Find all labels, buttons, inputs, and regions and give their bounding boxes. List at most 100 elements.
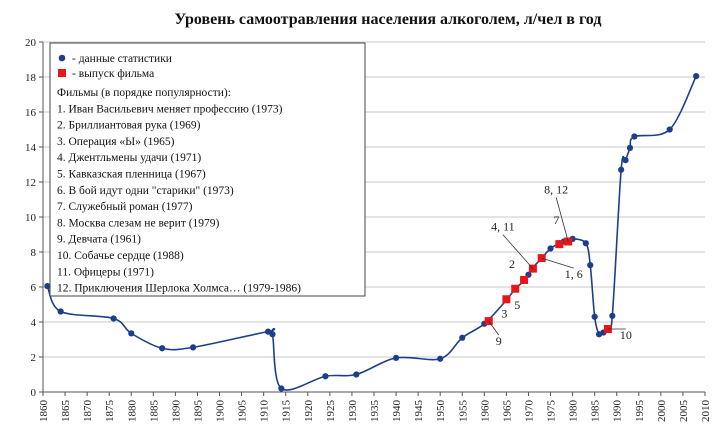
chart-title: Уровень самоотравления населения алкогол… (175, 11, 602, 28)
legend-film-list-item: 2. Бриллиантовая рука (1969) (57, 120, 201, 132)
x-tick-label: 1930 (347, 400, 359, 423)
legend-film-list-item: 6. В бой идут одни "старики" (1973) (57, 185, 234, 197)
x-tick-label: 2005 (678, 400, 690, 423)
x-tick-label: 1875 (104, 400, 116, 423)
x-tick-label: 1950 (435, 400, 447, 423)
stat-point (128, 330, 135, 337)
x-tick-label: 1910 (259, 400, 271, 423)
stat-point (437, 355, 444, 362)
annotation-label: 8, 12 (544, 183, 568, 197)
stat-point (159, 345, 166, 352)
x-tick-label: 1965 (501, 400, 513, 423)
legend-film-list-item: 7. Служебный роман (1977) (57, 201, 193, 213)
legend-film-list-item: Фильмы (в порядке популярности): (57, 87, 231, 99)
y-tick-label: 8 (31, 247, 37, 259)
legend-stat-label: - данные статистики (72, 53, 172, 65)
stat-point (547, 245, 554, 252)
annotation-leader (488, 320, 500, 336)
stat-point (110, 315, 117, 322)
y-tick-label: 2 (31, 352, 37, 364)
stat-point (587, 262, 594, 269)
y-tick-label: 0 (31, 387, 37, 399)
x-tick-label: 1995 (634, 400, 646, 423)
legend-box (49, 42, 366, 297)
axis-layer: 0 2 4 6 8 10 12 14 16 18 20 1860 1865 1870 1875 1880 188… (25, 37, 712, 422)
y-tick-label: 12 (25, 177, 36, 189)
annotation-leader (541, 257, 574, 269)
annotation-label: 5 (514, 298, 520, 312)
y-tick-label: 20 (25, 37, 37, 49)
stat-point (278, 385, 285, 392)
y-tick-label: 16 (25, 107, 37, 119)
x-tick-label: 1940 (391, 400, 403, 423)
y-tick-label: 10 (25, 212, 37, 224)
x-tick-label: 1925 (325, 400, 337, 423)
annotation-layer: 9 35 2 4, 11 1, 6 7 8, 12 10 (488, 183, 632, 348)
legend: - данные статистики - выпуск фильма Фильмы… (49, 42, 366, 297)
x-tick-label: 1960 (479, 400, 491, 423)
x-tick-label: 1865 (60, 400, 72, 423)
x-tick-label: 1980 (568, 400, 580, 423)
x-tick-label: 1905 (237, 400, 249, 423)
y-tick-label: 14 (25, 142, 37, 154)
x-tick-label: 2000 (656, 400, 668, 423)
stat-point (44, 283, 51, 290)
legend-film-list-item: 9. Девчата (1961) (57, 234, 141, 246)
film-release-marker (520, 276, 529, 284)
film-release-marker (502, 295, 511, 304)
x-tick-label: 1990 (612, 400, 624, 423)
legend-film-list-item: 5. Кавказская пленница (1967) (57, 169, 206, 181)
stat-point (591, 313, 598, 320)
x-tick-label: 1920 (303, 400, 315, 423)
annotation-label: 3 (501, 306, 507, 320)
annotation-leader (555, 197, 569, 242)
x-tick-label: 1895 (192, 400, 204, 423)
film-release-marker (511, 284, 520, 293)
stat-point (322, 373, 329, 380)
annotation-label: 10 (620, 328, 632, 342)
legend-film-list-item: 3. Операция «Ы» (1965) (57, 136, 175, 148)
x-tick-label: 1945 (413, 400, 425, 423)
film-release-marker (555, 240, 564, 249)
y-tick-label: 18 (25, 72, 37, 84)
stat-point (269, 331, 276, 338)
stat-point (666, 126, 673, 133)
legend-film-list-item: 12. Приключения Шерлока Холмса… (1979-19… (57, 283, 301, 295)
x-tick-label: 1955 (457, 400, 469, 423)
y-tick-label: 4 (31, 317, 37, 329)
stat-point (582, 240, 589, 247)
stat-point (392, 354, 400, 361)
legend-film-list-item: 11. Офицеры (1971) (57, 266, 154, 278)
x-tick-label: 1880 (126, 400, 138, 423)
annotation-label: 1, 6 (565, 267, 583, 281)
x-tick-label: 1915 (281, 400, 293, 423)
annotation-label: 9 (496, 334, 502, 348)
annotation-label: 2 (509, 257, 515, 271)
legend-film-list-item: 10. Собачье сердце (1988) (57, 250, 184, 262)
x-tick-label: 1970 (523, 400, 535, 423)
legend-film-list-item: 4. Джентльмены удачи (1971) (57, 152, 201, 164)
stat-point (189, 344, 197, 351)
stat-point (626, 144, 634, 151)
stat-point (631, 133, 638, 140)
x-tick-label: 1900 (215, 400, 227, 423)
annotation-leader (502, 234, 534, 269)
x-tick-label: 1975 (546, 400, 558, 423)
stat-point (622, 157, 629, 164)
x-tick-label: 1985 (590, 400, 602, 423)
legend-film-list-item: 1. Иван Васильевич меняет профессию (197… (57, 103, 283, 115)
stat-point (353, 371, 360, 378)
stat-point (693, 73, 700, 80)
legend-film-label: - выпуск фильма (72, 68, 154, 80)
stat-point (618, 166, 625, 173)
x-tick-label: 1860 (38, 400, 50, 423)
legend-stat-marker (58, 54, 66, 62)
x-tick-label: 2010 (700, 400, 712, 423)
annotation-label: 7 (553, 213, 559, 227)
stat-point (609, 312, 616, 319)
annotation-label: 4, 11 (491, 220, 515, 234)
x-tick-label: 1885 (148, 400, 160, 423)
y-tick-label: 6 (31, 282, 37, 294)
legend-film-list-item: 8. Москва слезам не верит (1979) (57, 217, 220, 229)
